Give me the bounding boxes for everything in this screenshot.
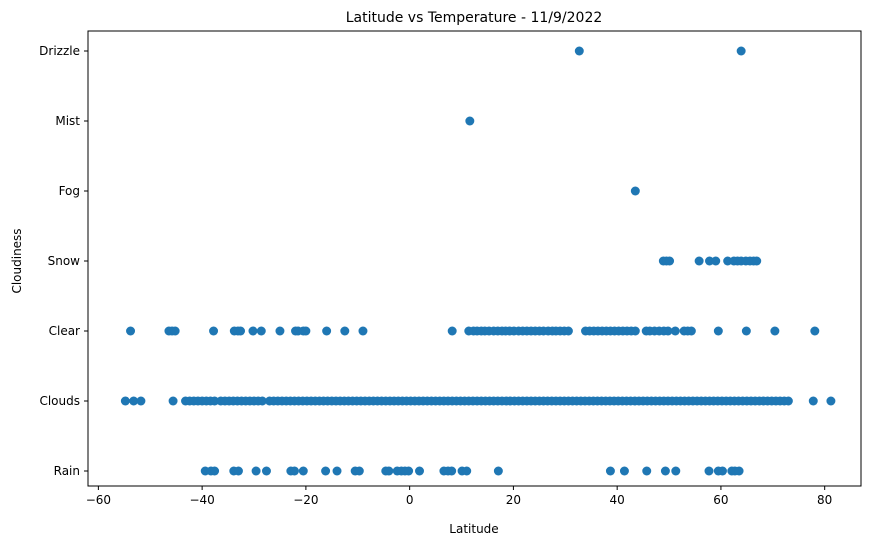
x-tick-label: 20 [506,493,521,507]
data-point-drizzle [736,46,746,56]
data-point-rain [251,466,261,476]
data-point-drizzle [574,46,584,56]
y-axis-ticks: Rain Clouds Clear Snow Fog Mist Drizzle [39,44,88,478]
data-point-clouds [826,396,836,406]
data-point-rain [493,466,503,476]
data-point-clear [236,326,246,336]
data-point-clear [301,326,311,336]
data-point-rain [321,466,331,476]
data-point-clear [340,326,350,336]
x-tick-label: −40 [189,493,214,507]
data-point-rain [261,466,271,476]
data-point-clear [358,326,368,336]
chart-title: Latitude vs Temperature - 11/9/2022 [346,10,603,26]
data-point-rain [233,466,243,476]
data-point-rain [462,466,472,476]
data-point-mist [465,116,475,126]
x-axis-label: Latitude [449,522,498,536]
data-point-clear [713,326,723,336]
y-tick-label: Fog [59,184,80,198]
x-tick-label: 0 [406,493,414,507]
data-point-clear [248,326,258,336]
y-tick-label: Clear [49,324,80,338]
data-point-clear [126,326,136,336]
data-point-rain [619,466,629,476]
data-point-snow [752,256,762,266]
data-point-rain [332,466,342,476]
data-point-rain [717,466,727,476]
data-point-rain [447,466,457,476]
data-point-clouds [136,396,146,406]
data-point-clear [663,326,673,336]
data-point-clouds [168,396,178,406]
y-tick-label: Rain [54,464,80,478]
data-point-rain [660,466,670,476]
data-point-snow [694,256,704,266]
x-tick-label: −20 [293,493,318,507]
data-point-rain [415,466,425,476]
x-axis-ticks: −60 −40 −20 0 20 40 60 80 [86,486,832,507]
data-point-rain [384,466,394,476]
data-point-rain [605,466,615,476]
data-point-clear [170,326,180,336]
data-point-snow [723,256,733,266]
data-point-clear [256,326,266,336]
data-point-rain [210,466,220,476]
data-point-clouds [808,396,818,406]
data-point-clear [275,326,285,336]
data-point-snow [711,256,721,266]
data-point-rain [671,466,681,476]
data-point-clear [630,326,640,336]
y-tick-label: Snow [48,254,81,268]
data-point-clear [563,326,573,336]
data-point-rain [298,466,308,476]
y-tick-label: Mist [55,114,80,128]
x-tick-label: 60 [713,493,728,507]
data-point-clear [322,326,332,336]
data-point-clear [447,326,457,336]
x-tick-label: 80 [817,493,832,507]
x-tick-label: −60 [86,493,111,507]
data-point-clouds [783,396,793,406]
data-point-rain [289,466,299,476]
plot-frame [87,30,862,487]
data-points [120,46,836,476]
data-point-clear [686,326,696,336]
data-point-clouds [257,396,267,406]
data-point-clouds [210,396,220,406]
x-tick-label: 40 [610,493,625,507]
data-point-clear [670,326,680,336]
y-tick-label: Drizzle [39,44,80,58]
data-point-rain [642,466,652,476]
data-point-clouds [120,396,130,406]
data-point-clear [741,326,751,336]
y-axis-label: Cloudiness [10,228,24,293]
data-point-clear [209,326,219,336]
y-tick-label: Clouds [39,394,80,408]
data-point-snow [705,256,715,266]
data-point-rain [704,466,714,476]
data-point-clear [770,326,780,336]
data-point-rain [734,466,744,476]
data-point-clouds [129,396,139,406]
data-point-fog [630,186,640,196]
data-point-clear [810,326,820,336]
data-point-rain [354,466,364,476]
data-point-rain [404,466,414,476]
data-point-snow [665,256,675,266]
